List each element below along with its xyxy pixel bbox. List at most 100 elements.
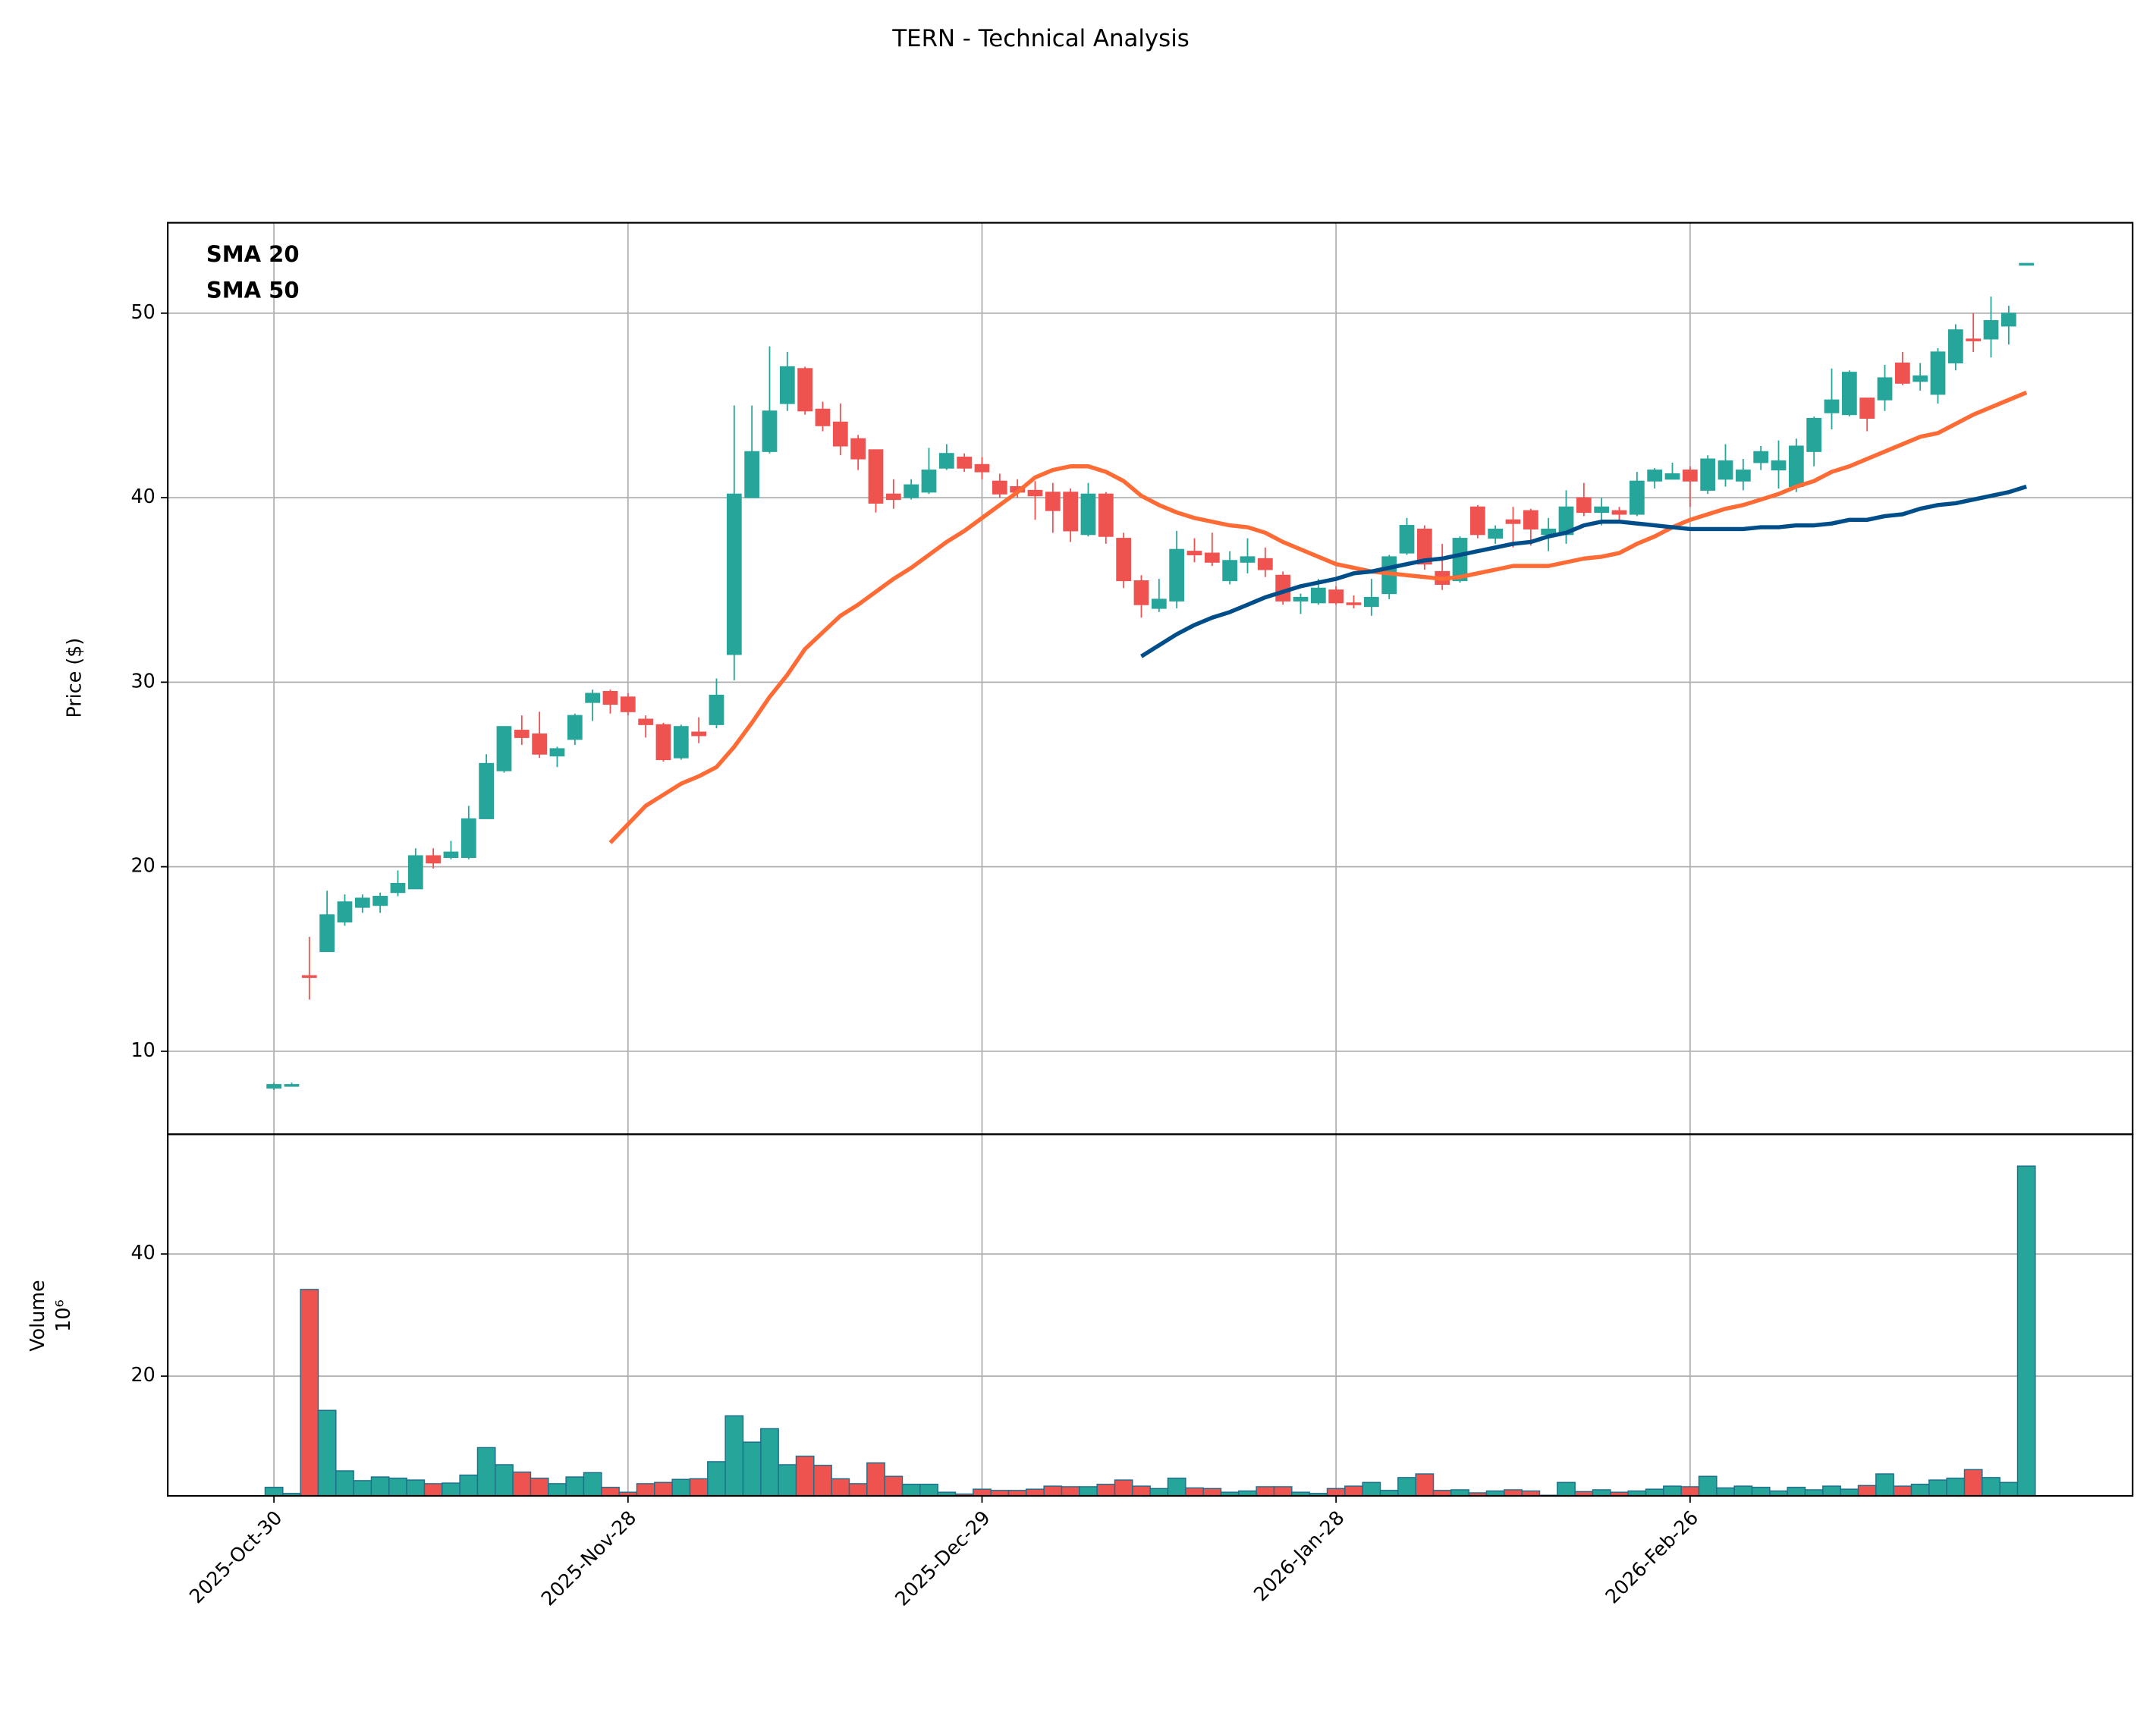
volume-bar xyxy=(300,1289,319,1497)
candle-body xyxy=(1877,377,1893,401)
candle-body xyxy=(426,855,442,864)
candle-body xyxy=(673,726,689,759)
volume-bar xyxy=(866,1462,885,1497)
volume-bar xyxy=(778,1464,797,1497)
candle-body xyxy=(301,975,317,979)
candle-body xyxy=(957,457,973,469)
candle-body xyxy=(1222,560,1238,582)
volume-bar xyxy=(654,1481,673,1497)
volume-bar xyxy=(760,1428,779,1497)
candle-body xyxy=(1452,538,1468,582)
candle-body xyxy=(1328,589,1344,604)
candle-body xyxy=(1186,551,1202,556)
candle-body xyxy=(797,368,813,412)
volume-bar xyxy=(1946,1477,1966,1497)
candle-body xyxy=(868,449,884,504)
volume-bar xyxy=(795,1455,815,1497)
volume-bar xyxy=(530,1477,549,1497)
candle-body xyxy=(921,470,937,493)
candle-body xyxy=(354,897,370,908)
candle-body xyxy=(549,748,565,757)
volume-bar xyxy=(406,1479,426,1497)
y-tick-label: 40 xyxy=(131,1241,156,1264)
candle-body xyxy=(709,694,724,725)
sma-line xyxy=(608,390,2028,844)
volume-bar xyxy=(601,1487,620,1497)
candle-body xyxy=(319,914,335,953)
candle-body xyxy=(1469,506,1485,536)
candle-body xyxy=(1169,548,1185,602)
candle-body xyxy=(2000,313,2016,327)
candle-body xyxy=(850,438,866,460)
volume-bar xyxy=(636,1483,655,1497)
candle-body xyxy=(1293,596,1309,602)
candle-body xyxy=(1700,458,1716,491)
volume-bar xyxy=(1910,1484,1930,1497)
volume-bar xyxy=(671,1478,691,1497)
candle-body xyxy=(585,693,601,703)
volume-bar xyxy=(423,1483,443,1497)
volume-bar xyxy=(1875,1473,1894,1497)
candle-body xyxy=(1045,492,1061,511)
volume-bar xyxy=(459,1474,479,1497)
candle-body xyxy=(938,453,954,469)
candle-body xyxy=(1894,362,1910,384)
volume-bar xyxy=(1893,1485,1912,1497)
grid xyxy=(168,222,2133,1497)
candle-body xyxy=(744,451,760,498)
candle-body xyxy=(479,762,495,819)
volume-bar xyxy=(565,1476,585,1497)
volume-bar xyxy=(1928,1479,1947,1497)
candle-body xyxy=(407,855,423,890)
candle-body xyxy=(726,493,742,655)
volume-bar xyxy=(1167,1477,1186,1497)
volume-bar xyxy=(1504,1489,1523,1497)
volume-bar xyxy=(548,1483,567,1497)
candle-body xyxy=(372,895,388,906)
volume-bar xyxy=(1450,1489,1469,1497)
candle-body xyxy=(1505,519,1521,524)
candle-body xyxy=(815,408,831,426)
sma-line xyxy=(1140,484,2028,658)
volume-bar xyxy=(1273,1486,1293,1497)
volume-bar xyxy=(1645,1488,1664,1497)
volume-bar xyxy=(512,1471,532,1497)
candle-body xyxy=(1859,397,1875,419)
volume-bar xyxy=(1185,1487,1204,1497)
volume-bar xyxy=(370,1476,390,1497)
volume-bar xyxy=(1026,1488,1045,1497)
volume-bar xyxy=(1043,1485,1063,1497)
candle-body xyxy=(1116,538,1132,582)
volume-bar xyxy=(1557,1481,1576,1497)
candle-body xyxy=(1576,497,1592,514)
volume-bar xyxy=(2016,1165,2036,1497)
candle-body xyxy=(496,726,512,771)
candle-body xyxy=(1771,460,1787,471)
volume-bar xyxy=(476,1447,496,1497)
candle-body xyxy=(1027,489,1043,497)
volume-bar xyxy=(353,1480,372,1497)
volume-bar xyxy=(973,1488,992,1497)
candle-body xyxy=(1257,558,1273,570)
candle-body xyxy=(1912,375,1928,382)
volume-bar xyxy=(742,1441,762,1497)
volume-bar xyxy=(707,1461,726,1497)
candle-body xyxy=(620,696,636,712)
candle-body xyxy=(762,410,778,452)
volume-bar xyxy=(1096,1484,1116,1497)
volume-bar xyxy=(1132,1485,1151,1497)
candle-body xyxy=(532,733,548,755)
legend-entry: SMA 20 xyxy=(206,241,300,267)
candle-body xyxy=(602,690,618,705)
volume-bar xyxy=(813,1465,832,1497)
volume-bar xyxy=(1397,1477,1416,1497)
volume-bar xyxy=(335,1470,354,1497)
volume-bar xyxy=(1362,1481,1381,1497)
candle-body xyxy=(1629,480,1645,515)
price-axis-label: Price ($) xyxy=(63,638,86,718)
candle-body xyxy=(1824,399,1840,413)
legend-entry: SMA 50 xyxy=(206,277,300,303)
candle-body xyxy=(1735,470,1751,482)
volume-bar xyxy=(884,1475,904,1497)
